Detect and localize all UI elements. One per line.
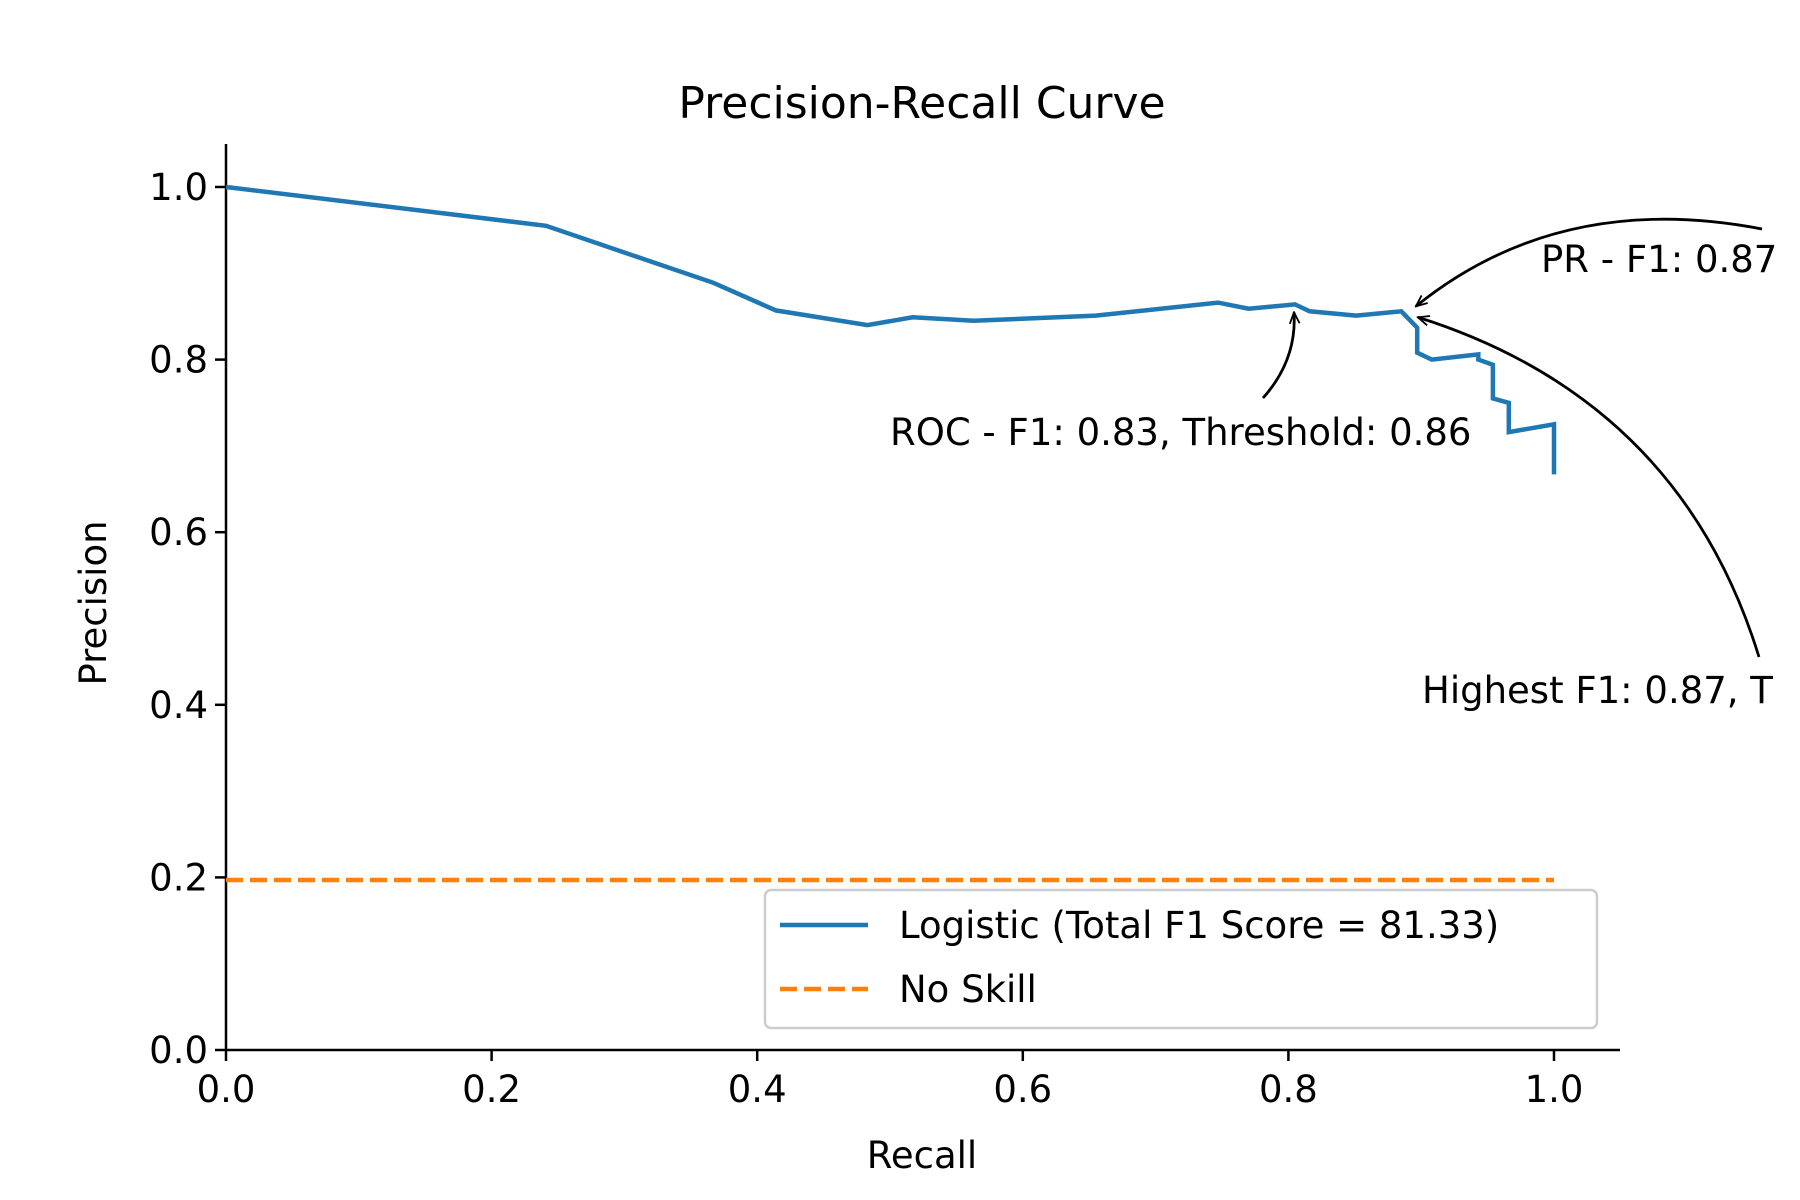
x-tick-label-4: 0.8 [1259,1068,1318,1111]
x-tick-label-3: 0.6 [993,1068,1052,1111]
annotation-text-0: ROC - F1: 0.83, Threshold: 0.86 [890,411,1471,454]
x-axis-label: Recall [867,1134,977,1177]
x-tick-label-1: 0.2 [462,1068,521,1111]
series-line-0 [225,184,1557,475]
y-tick-label-0: 0.0 [149,1029,208,1072]
legend: Logistic (Total F1 Score = 81.33) No Ski… [763,888,1599,1030]
y-tick-label-2: 0.4 [149,684,208,727]
y-tick-label-1: 0.2 [149,856,208,899]
y-tick-label-3: 0.6 [149,511,208,554]
y-tick-label-4: 0.8 [149,339,208,382]
annotation-text-1: PR - F1: 0.87 [1541,238,1777,281]
legend-label-logistic: Logistic (Total F1 Score = 81.33) [899,904,1499,947]
annotation-arrow-0 [1261,312,1294,399]
annotation-arrow-2 [1418,317,1761,658]
x-tick-label-5: 1.0 [1525,1068,1584,1111]
chart-title: Precision-Recall Curve [678,78,1165,129]
plot-area: 0.0 0.2 0.4 0.6 0.8 1.0 0.0 0.2 0.4 0.6 0.8 1.0 ROC … [149,144,1777,1111]
y-axis-label: Precision [72,520,115,685]
x-tick-label-0: 0.0 [197,1068,256,1111]
x-tick-label-2: 0.4 [728,1068,787,1111]
legend-label-no-skill: No Skill [899,968,1037,1011]
y-tick-label-5: 1.0 [149,166,208,209]
legend-frame [763,888,1599,1030]
annotation-text-2: Highest F1: 0.87, T [1422,669,1773,712]
annotation-arrow-1 [1416,217,1763,306]
